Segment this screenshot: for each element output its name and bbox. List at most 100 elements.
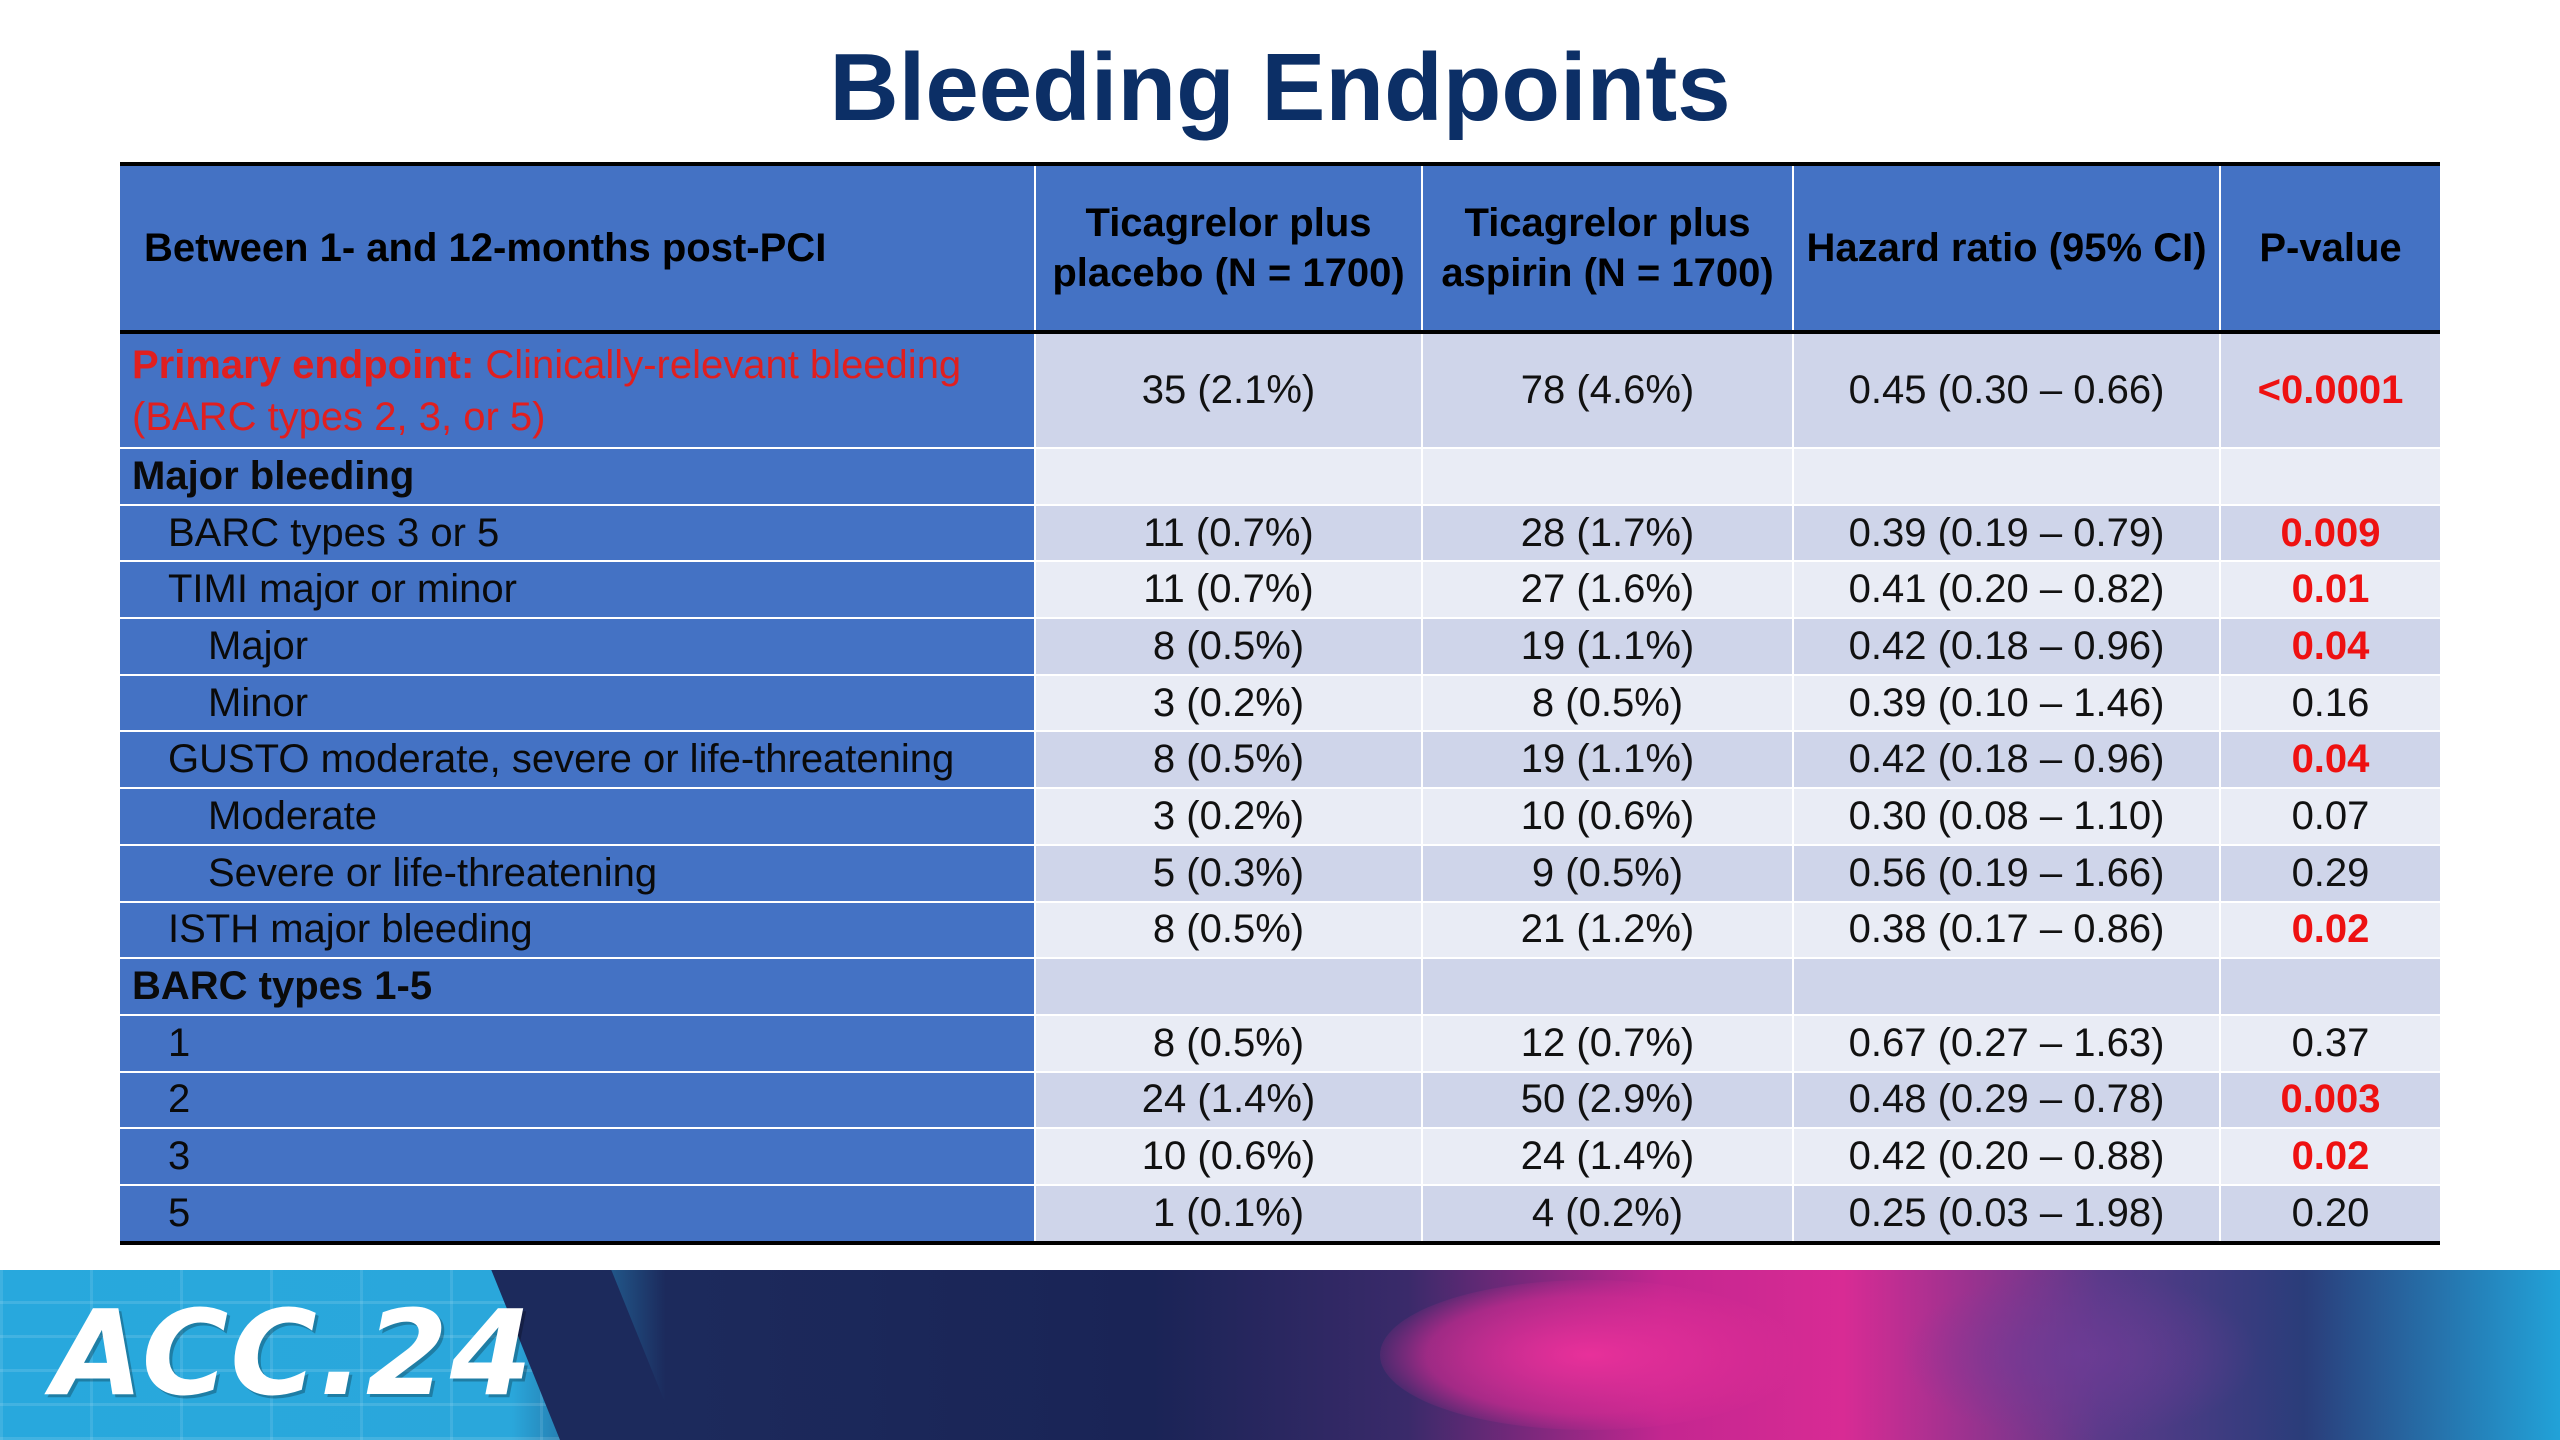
header-hazard-ratio: Hazard ratio (95% CI)	[1793, 162, 2221, 334]
row-hazard-ratio	[1793, 448, 2221, 506]
row-label: 3	[120, 1128, 1036, 1186]
row-label: BARC types 1-5	[120, 958, 1036, 1016]
row-p-value: 0.20	[2220, 1184, 2440, 1243]
header-p-value: P-value	[2220, 162, 2440, 334]
primary-p-value: <0.0001	[2220, 332, 2440, 449]
row-hazard-ratio: 0.25 (0.03 – 1.98)	[1793, 1184, 2221, 1243]
table-header-row: Between 1- and 12-months post-PCI Ticagr…	[120, 162, 2440, 334]
row-hazard-ratio: 0.42 (0.18 – 0.96)	[1793, 618, 2221, 676]
table-bottom-rule	[120, 1241, 2440, 1245]
row-placebo: 8 (0.5%)	[1035, 731, 1423, 790]
row-label: 1	[120, 1014, 1036, 1073]
row-label: BARC types 3 or 5	[120, 504, 1036, 563]
primary-endpoint-label-text: Clinically-relevant bleeding (BARC types…	[132, 342, 962, 439]
row-aspirin	[1422, 958, 1794, 1016]
bleeding-endpoints-table: Between 1- and 12-months post-PCI Ticagr…	[120, 162, 2440, 1243]
row-p-value: 0.29	[2220, 844, 2440, 903]
row-p-value: 0.003	[2220, 1071, 2440, 1130]
primary-hazard-ratio: 0.45 (0.30 – 0.66)	[1793, 332, 2221, 449]
row-aspirin: 21 (1.2%)	[1422, 901, 1794, 960]
header-placebo: Ticagrelor plus placebo (N = 1700)	[1035, 162, 1423, 334]
row-aspirin: 28 (1.7%)	[1422, 504, 1794, 563]
row-placebo: 5 (0.3%)	[1035, 844, 1423, 903]
row-placebo: 8 (0.5%)	[1035, 901, 1423, 960]
bleeding-endpoints-table-container: Between 1- and 12-months post-PCI Ticagr…	[120, 162, 2440, 1243]
row-p-value: 0.07	[2220, 788, 2440, 846]
row-placebo: 3 (0.2%)	[1035, 674, 1423, 733]
row-hazard-ratio: 0.39 (0.10 – 1.46)	[1793, 674, 2221, 733]
primary-endpoint-label-bold: Primary endpoint:	[132, 342, 475, 387]
row-label: Major bleeding	[120, 448, 1036, 506]
table-row: TIMI major or minor 11 (0.7%) 27 (1.6%) …	[120, 561, 2440, 620]
row-aspirin	[1422, 448, 1794, 506]
row-placebo: 3 (0.2%)	[1035, 788, 1423, 846]
table-row: ISTH major bleeding 8 (0.5%) 21 (1.2%) 0…	[120, 901, 2440, 960]
row-p-value: 0.009	[2220, 504, 2440, 563]
row-aspirin: 19 (1.1%)	[1422, 731, 1794, 790]
row-hazard-ratio: 0.48 (0.29 – 0.78)	[1793, 1071, 2221, 1130]
row-placebo: 24 (1.4%)	[1035, 1071, 1423, 1130]
row-p-value: 0.37	[2220, 1014, 2440, 1073]
row-p-value: 0.02	[2220, 901, 2440, 960]
row-label: 5	[120, 1184, 1036, 1243]
slide-title: Bleeding Endpoints	[829, 34, 1731, 141]
row-p-value: 0.02	[2220, 1128, 2440, 1186]
paint-splash	[1380, 1280, 1800, 1430]
row-aspirin: 24 (1.4%)	[1422, 1128, 1794, 1186]
header-aspirin: Ticagrelor plus aspirin (N = 1700)	[1422, 162, 1794, 334]
row-placebo	[1035, 958, 1423, 1016]
row-hazard-ratio: 0.42 (0.20 – 0.88)	[1793, 1128, 2221, 1186]
row-p-value: 0.04	[2220, 618, 2440, 676]
row-label: Minor	[120, 674, 1036, 733]
row-p-value	[2220, 958, 2440, 1016]
acc24-logo: ACC.24	[52, 1284, 534, 1422]
row-label: ISTH major bleeding	[120, 901, 1036, 960]
row-hazard-ratio: 0.30 (0.08 – 1.10)	[1793, 788, 2221, 846]
table-row: 1 8 (0.5%) 12 (0.7%) 0.67 (0.27 – 1.63) …	[120, 1014, 2440, 1073]
row-label: TIMI major or minor	[120, 561, 1036, 620]
row-placebo: 11 (0.7%)	[1035, 504, 1423, 563]
row-hazard-ratio: 0.56 (0.19 – 1.66)	[1793, 844, 2221, 903]
row-p-value: 0.01	[2220, 561, 2440, 620]
paint-splash	[1900, 1270, 2260, 1440]
row-aspirin: 8 (0.5%)	[1422, 674, 1794, 733]
row-p-value: 0.04	[2220, 731, 2440, 790]
table-row: BARC types 1-5	[120, 958, 2440, 1016]
table-row: BARC types 3 or 5 11 (0.7%) 28 (1.7%) 0.…	[120, 504, 2440, 563]
row-aspirin: 50 (2.9%)	[1422, 1071, 1794, 1130]
row-hazard-ratio: 0.38 (0.17 – 0.86)	[1793, 901, 2221, 960]
table-row: 2 24 (1.4%) 50 (2.9%) 0.48 (0.29 – 0.78)…	[120, 1071, 2440, 1130]
row-hazard-ratio: 0.42 (0.18 – 0.96)	[1793, 731, 2221, 790]
row-label: GUSTO moderate, severe or life-threateni…	[120, 731, 1036, 790]
row-label: Severe or life-threatening	[120, 844, 1036, 903]
conference-banner: ACC.24	[0, 1270, 2560, 1440]
row-hazard-ratio	[1793, 958, 2221, 1016]
table-row: 3 10 (0.6%) 24 (1.4%) 0.42 (0.20 – 0.88)…	[120, 1128, 2440, 1186]
row-aspirin: 9 (0.5%)	[1422, 844, 1794, 903]
row-placebo: 8 (0.5%)	[1035, 618, 1423, 676]
row-label: Major	[120, 618, 1036, 676]
row-placebo: 11 (0.7%)	[1035, 561, 1423, 620]
table-row: Major 8 (0.5%) 19 (1.1%) 0.42 (0.18 – 0.…	[120, 618, 2440, 676]
row-label: 2	[120, 1071, 1036, 1130]
table-row: Moderate 3 (0.2%) 10 (0.6%) 0.30 (0.08 –…	[120, 788, 2440, 846]
row-placebo: 1 (0.1%)	[1035, 1184, 1423, 1243]
primary-aspirin: 78 (4.6%)	[1422, 332, 1794, 449]
primary-endpoint-label: Primary endpoint: Clinically-relevant bl…	[120, 332, 1036, 449]
header-timeframe: Between 1- and 12-months post-PCI	[120, 162, 1036, 334]
row-placebo: 8 (0.5%)	[1035, 1014, 1423, 1073]
table-row: Minor 3 (0.2%) 8 (0.5%) 0.39 (0.10 – 1.4…	[120, 674, 2440, 733]
row-hazard-ratio: 0.39 (0.19 – 0.79)	[1793, 504, 2221, 563]
row-aspirin: 19 (1.1%)	[1422, 618, 1794, 676]
row-aspirin: 27 (1.6%)	[1422, 561, 1794, 620]
table-row: Severe or life-threatening 5 (0.3%) 9 (0…	[120, 844, 2440, 903]
row-placebo	[1035, 448, 1423, 506]
row-p-value	[2220, 448, 2440, 506]
table-row: GUSTO moderate, severe or life-threateni…	[120, 731, 2440, 790]
row-hazard-ratio: 0.67 (0.27 – 1.63)	[1793, 1014, 2221, 1073]
row-placebo: 10 (0.6%)	[1035, 1128, 1423, 1186]
row-label: Moderate	[120, 788, 1036, 846]
row-aspirin: 12 (0.7%)	[1422, 1014, 1794, 1073]
primary-placebo: 35 (2.1%)	[1035, 332, 1423, 449]
